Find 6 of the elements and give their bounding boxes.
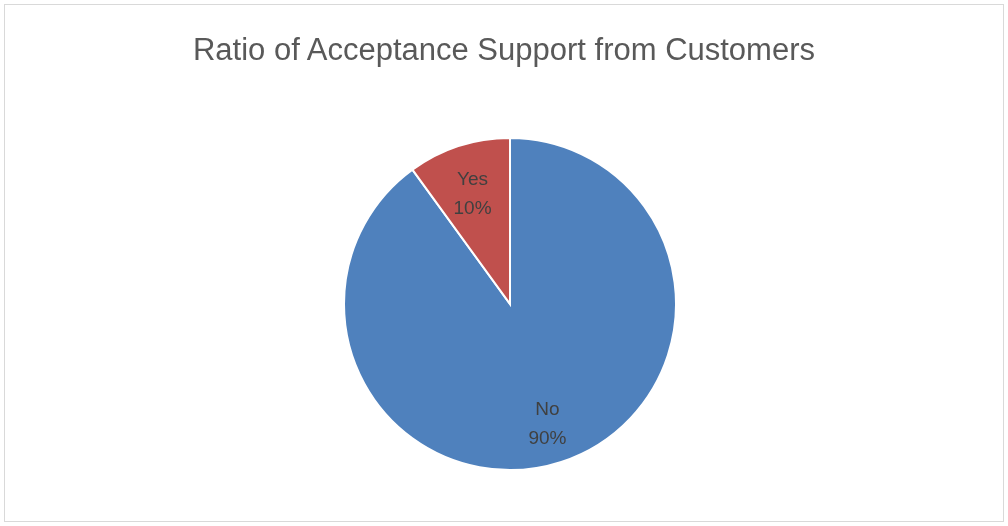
slice-label: No bbox=[535, 398, 560, 420]
chart-title: Ratio of Acceptance Support from Customers bbox=[192, 32, 816, 67]
data-label: 10% bbox=[453, 196, 492, 218]
slice-label: Yes bbox=[457, 167, 489, 189]
data-label: 90% bbox=[528, 427, 567, 449]
pie-slice bbox=[343, 137, 677, 471]
